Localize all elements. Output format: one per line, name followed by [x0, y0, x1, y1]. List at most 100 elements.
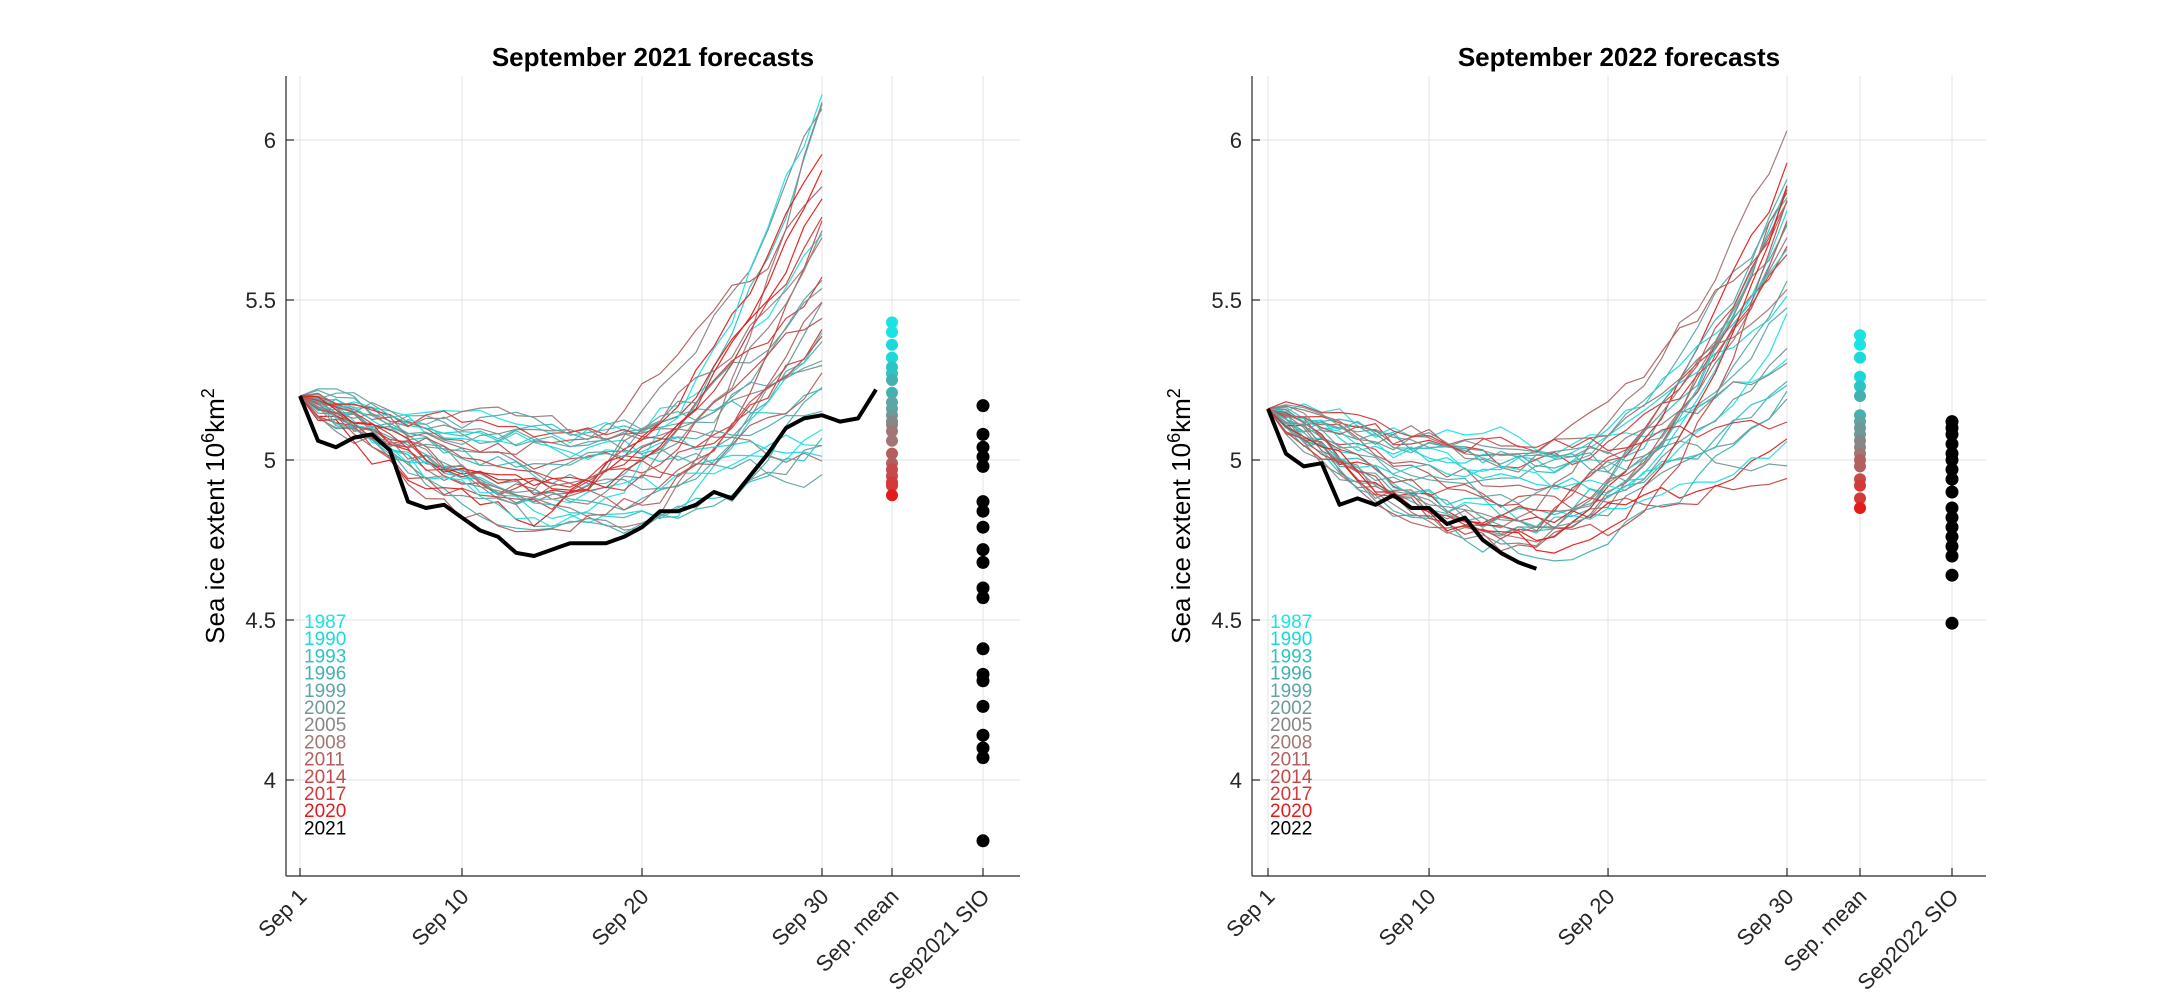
forecast-series-line [1267, 280, 1788, 482]
forecast-series-line [299, 317, 823, 511]
sio-point [1945, 453, 1959, 467]
sio-point [976, 591, 990, 605]
sio-point [976, 642, 990, 656]
forecast-series-line [1267, 185, 1788, 554]
sio-point [976, 699, 990, 713]
forecast-series-line [299, 335, 823, 492]
y-tick-label: 5.5 [245, 288, 276, 313]
legend-entry: 2022 [1270, 818, 1312, 839]
sep-mean-point [1854, 329, 1866, 342]
forecast-series-line [1267, 254, 1788, 527]
sio-point [976, 728, 990, 742]
y-axis-label-main: Sea ice extent 10 [200, 443, 230, 644]
legend-entry: 1999 [1270, 681, 1312, 702]
sio-point [976, 450, 990, 464]
forecast-series-line [1267, 225, 1788, 547]
sep-mean-point [886, 425, 898, 438]
sep-mean-point [886, 374, 898, 386]
y-axis-label-sup: 6 [198, 433, 218, 443]
forecast-series-line [1267, 380, 1788, 532]
sio-point [1945, 539, 1959, 553]
forecast-series-line [1267, 189, 1788, 540]
forecast-series-line [1267, 130, 1788, 529]
forecast-series-line [1267, 200, 1788, 537]
forecast-series-line [299, 198, 823, 491]
sio-point [1945, 530, 1959, 544]
sep-mean-point [886, 326, 898, 338]
sio-point [976, 440, 990, 454]
sep-mean-point [886, 351, 898, 364]
sio-point [1945, 427, 1959, 441]
forecast-series-line [1267, 408, 1788, 472]
forecast-series-line [299, 216, 823, 496]
forecast-series-line [1267, 408, 1788, 524]
forecast-series-line [299, 395, 823, 466]
x-tick-label: Sep 10 [1374, 884, 1441, 951]
y-axis-label-sup: 6 [1164, 433, 1184, 443]
sio-point [1945, 485, 1959, 499]
sio-point [976, 427, 990, 441]
legend-entry: 2011 [304, 750, 345, 771]
legend-entry: 1996 [304, 664, 346, 685]
sep-mean-point [1854, 380, 1866, 393]
legend-entry: 2002 [304, 698, 346, 719]
legend-entry: 1987 [304, 612, 346, 633]
forecast-series-line [299, 237, 823, 499]
forecast-series-line [299, 279, 823, 448]
x-tick-label: Sep 1 [253, 884, 311, 942]
sio-point [976, 399, 990, 413]
legend-entry: 2017 [1270, 784, 1312, 805]
sio-point [976, 459, 990, 473]
forecast-series-line [299, 395, 823, 463]
y-tick-label: 5 [1230, 448, 1242, 473]
forecast-series-line [299, 102, 823, 528]
forecast-series-line [299, 372, 823, 533]
legend-entry: 2014 [1270, 767, 1313, 788]
sep-mean-point [886, 479, 898, 492]
sio-point [976, 751, 990, 765]
x-tick-label: Sep 20 [1553, 884, 1620, 951]
legend-entry: 2020 [304, 801, 346, 822]
y-tick-label: 4.5 [245, 608, 276, 633]
forecast-series-line [1267, 220, 1788, 500]
sep-mean-point [1854, 351, 1866, 364]
forecast-series-line [1267, 384, 1788, 517]
sep-mean-point [886, 316, 898, 329]
y-tick-label: 6 [264, 128, 276, 153]
x-tick-label: Sep 1 [1221, 884, 1279, 942]
legend-entry: 1990 [1270, 629, 1312, 650]
legend-entry: 2008 [1270, 732, 1312, 753]
legend-entry: 1996 [1270, 664, 1312, 685]
forecast-series-line [1267, 162, 1788, 542]
legend-entry: 1999 [304, 681, 346, 702]
sio-point [1945, 472, 1959, 486]
x-tick-label: Sep 20 [587, 884, 654, 951]
forecast-series-line [1267, 358, 1788, 456]
legend-entry: 2002 [1270, 698, 1312, 719]
y-tick-label: 4 [264, 768, 276, 793]
forecast-series-line [1267, 237, 1788, 543]
observed-series-line [298, 388, 878, 558]
sep-mean-point [1854, 502, 1866, 514]
legend-entry: 1993 [1270, 646, 1312, 667]
sep-mean-point [1854, 390, 1866, 402]
chart-title: September 2021 forecasts [492, 42, 814, 72]
legend-entry: 2011 [1270, 750, 1311, 771]
y-axis-label-main: Sea ice extent 10 [1166, 443, 1196, 644]
sep-mean-point [1854, 338, 1866, 351]
legend-entry: 2005 [1270, 715, 1312, 736]
forecast-series-line [1267, 401, 1788, 454]
sio-point [1945, 568, 1959, 582]
sep-mean-point [886, 434, 898, 447]
forecast-series-line [1267, 362, 1788, 473]
y-axis-label-unit: km [1166, 398, 1196, 433]
legend-entry: 2020 [1270, 801, 1312, 822]
sio-point [976, 495, 990, 509]
forecast-series-line [1267, 210, 1788, 498]
legend-entry: 1990 [304, 629, 346, 650]
forecast-series-line [1267, 179, 1788, 473]
x-tick-label: Sep 30 [1732, 884, 1799, 951]
